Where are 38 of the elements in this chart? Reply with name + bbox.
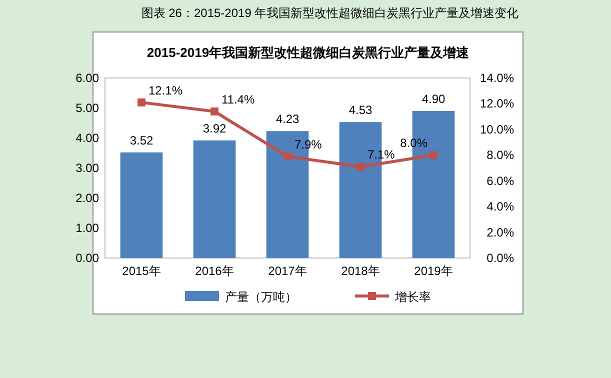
- x-tick-label: 2017年: [268, 264, 307, 278]
- x-tick-label: 2016年: [195, 264, 234, 278]
- y2-tick-label: 10.0%: [480, 122, 514, 136]
- bar: [120, 152, 163, 258]
- data-label: 3.52: [130, 133, 154, 148]
- bar: [193, 140, 236, 258]
- y-tick-label: 2.00: [76, 191, 100, 205]
- chart-subtitle: 2015-2019年我国新型改性超微细白炭黑行业产量及增速: [146, 45, 470, 60]
- y2-tick-label: 14.0%: [480, 71, 514, 85]
- legend-label: 增长率: [394, 290, 431, 304]
- y-tick-label: 3.00: [76, 161, 100, 175]
- x-tick-label: 2019年: [414, 264, 453, 278]
- point: [430, 151, 438, 160]
- data-label: 4.23: [276, 112, 300, 126]
- point: [284, 152, 292, 160]
- y2-tick-label: 8.0%: [486, 148, 514, 162]
- y2-tick-label: 12.0%: [480, 96, 514, 111]
- y-tick-label: 0.00: [76, 251, 100, 265]
- legend-label: 产量（万吨）: [225, 290, 297, 304]
- point: [138, 98, 146, 106]
- y-tick-label: 5.00: [76, 101, 100, 115]
- data-label: 4.53: [348, 103, 372, 118]
- data-label: 11.4%: [222, 92, 255, 106]
- x-tick-label: 2018年: [341, 264, 380, 278]
- point: [356, 162, 364, 171]
- point: [210, 107, 218, 116]
- y-tick-label: 4.00: [76, 131, 100, 145]
- y-tick-label: 1.00: [76, 221, 100, 235]
- y2-tick-label: 0.0%: [486, 251, 514, 265]
- chart-title: 图表 26：2015-2019 年我国新型改性超微细白炭黑行业产量及增速变化: [141, 6, 519, 20]
- data-label: 3.92: [202, 121, 226, 136]
- data-label: 12.1%: [148, 83, 183, 98]
- x-tick-label: 2015年: [122, 264, 161, 278]
- y-tick-label: 6.00: [76, 71, 100, 85]
- data-label: 4.90: [422, 92, 446, 106]
- y2-tick-label: 2.0%: [486, 225, 514, 240]
- y2-tick-label: 4.0%: [486, 200, 514, 214]
- y2-tick-label: 6.0%: [486, 174, 514, 188]
